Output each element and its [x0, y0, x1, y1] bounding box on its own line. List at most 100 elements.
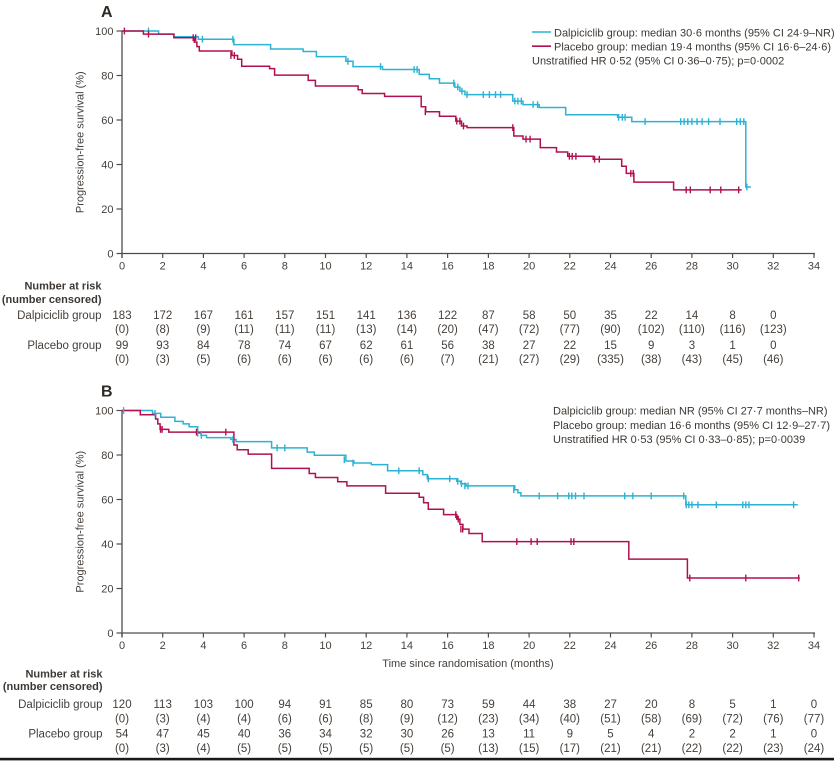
svg-text:Placebo group: median 19·4 mon: Placebo group: median 19·4 months (95% C…	[554, 41, 831, 53]
svg-text:99: 99	[116, 340, 129, 352]
svg-text:(8): (8)	[359, 713, 373, 725]
svg-text:(0): (0)	[115, 743, 129, 755]
svg-text:(43): (43)	[682, 354, 703, 366]
svg-text:(8): (8)	[156, 324, 170, 336]
svg-text:(123): (123)	[760, 324, 787, 336]
svg-text:24: 24	[604, 640, 616, 652]
svg-text:15: 15	[604, 340, 617, 352]
svg-text:(6): (6)	[278, 713, 292, 725]
svg-text:(3): (3)	[156, 354, 170, 366]
svg-text:Dalpiciclib group: Dalpiciclib group	[18, 699, 102, 711]
svg-text:Progression-free survival (%): Progression-free survival (%)	[75, 71, 87, 213]
svg-text:0: 0	[119, 261, 125, 273]
svg-text:(5): (5)	[278, 743, 292, 755]
svg-text:(11): (11)	[275, 324, 295, 336]
svg-text:(29): (29)	[560, 354, 581, 366]
svg-text:(27): (27)	[519, 354, 540, 366]
svg-text:0: 0	[811, 729, 817, 741]
svg-text:Dalpiciclib group: median 30·6: Dalpiciclib group: median 30·6 months (9…	[554, 27, 834, 39]
svg-text:13: 13	[482, 729, 495, 741]
svg-text:(90): (90)	[600, 324, 621, 336]
svg-text:40: 40	[101, 539, 113, 551]
svg-text:60: 60	[101, 494, 113, 506]
svg-text:(76): (76)	[763, 713, 784, 725]
svg-text:59: 59	[482, 699, 495, 711]
svg-text:Unstratified HR 0·53 (95% CI 0: Unstratified HR 0·53 (95% CI 0·33–0·85);…	[553, 434, 805, 446]
svg-text:40: 40	[101, 159, 113, 171]
svg-text:1: 1	[729, 340, 735, 352]
svg-text:(38): (38)	[641, 354, 662, 366]
svg-text:(0): (0)	[115, 354, 129, 366]
svg-text:30: 30	[726, 640, 738, 652]
svg-text:136: 136	[397, 310, 416, 322]
svg-text:60: 60	[101, 115, 113, 127]
svg-text:22: 22	[645, 310, 658, 322]
svg-text:27: 27	[523, 340, 536, 352]
svg-text:34: 34	[808, 261, 820, 273]
svg-text:(6): (6)	[318, 354, 332, 366]
svg-text:(3): (3)	[156, 743, 170, 755]
svg-text:16: 16	[441, 261, 453, 273]
svg-text:(4): (4)	[196, 713, 210, 725]
svg-text:(6): (6)	[278, 354, 292, 366]
svg-text:32: 32	[360, 729, 373, 741]
svg-text:18: 18	[482, 640, 494, 652]
svg-text:22: 22	[564, 640, 576, 652]
svg-text:(22): (22)	[682, 743, 703, 755]
svg-text:2: 2	[160, 261, 166, 273]
svg-text:87: 87	[482, 310, 495, 322]
svg-text:4: 4	[200, 640, 206, 652]
svg-text:(24): (24)	[804, 743, 825, 755]
svg-text:45: 45	[197, 729, 210, 741]
svg-text:(7): (7)	[441, 354, 455, 366]
svg-text:12: 12	[360, 261, 372, 273]
svg-text:62: 62	[360, 340, 373, 352]
svg-text:(77): (77)	[560, 324, 581, 336]
svg-text:(5): (5)	[400, 743, 414, 755]
svg-text:30: 30	[726, 261, 738, 273]
svg-text:172: 172	[153, 310, 172, 322]
svg-text:44: 44	[523, 699, 536, 711]
svg-text:8: 8	[689, 699, 695, 711]
svg-text:18: 18	[482, 261, 494, 273]
svg-text:(40): (40)	[560, 713, 581, 725]
svg-text:Time since randomisation (mont: Time since randomisation (months)	[382, 658, 553, 670]
svg-text:(11): (11)	[316, 324, 336, 336]
svg-text:151: 151	[316, 310, 335, 322]
svg-text:113: 113	[154, 699, 172, 711]
svg-text:(47): (47)	[478, 324, 499, 336]
svg-text:(69): (69)	[682, 713, 703, 725]
svg-text:100: 100	[235, 699, 254, 711]
svg-text:Progression-free survival (%): Progression-free survival (%)	[75, 451, 87, 593]
svg-text:80: 80	[401, 699, 414, 711]
svg-text:12: 12	[360, 640, 372, 652]
svg-text:(5): (5)	[318, 743, 332, 755]
svg-text:6: 6	[241, 261, 247, 273]
svg-text:(5): (5)	[441, 743, 455, 755]
svg-text:(72): (72)	[519, 324, 540, 336]
svg-text:34: 34	[808, 640, 820, 652]
svg-text:(13): (13)	[356, 324, 377, 336]
svg-text:Dalpiciclib group: median NR (: Dalpiciclib group: median NR (95% CI 27·…	[553, 405, 828, 417]
svg-text:11: 11	[523, 729, 535, 741]
svg-text:20: 20	[523, 261, 535, 273]
svg-text:9: 9	[648, 340, 654, 352]
svg-text:100: 100	[95, 26, 113, 38]
svg-text:0: 0	[811, 699, 817, 711]
svg-text:20: 20	[523, 640, 535, 652]
svg-text:9: 9	[567, 729, 573, 741]
svg-text:91: 91	[319, 699, 332, 711]
svg-text:14: 14	[401, 261, 413, 273]
svg-text:Number at risk: Number at risk	[25, 669, 103, 681]
svg-text:40: 40	[238, 729, 251, 741]
svg-text:Unstratified HR 0·52 (95% CI 0: Unstratified HR 0·52 (95% CI 0·36–0·75);…	[532, 55, 784, 67]
svg-text:8: 8	[282, 640, 288, 652]
svg-text:84: 84	[197, 340, 210, 352]
svg-text:(3): (3)	[156, 713, 170, 725]
svg-text:50: 50	[563, 310, 576, 322]
svg-text:1: 1	[770, 699, 776, 711]
svg-text:0: 0	[770, 340, 776, 352]
svg-text:85: 85	[360, 699, 373, 711]
svg-text:20: 20	[101, 204, 113, 216]
svg-text:(6): (6)	[318, 713, 332, 725]
